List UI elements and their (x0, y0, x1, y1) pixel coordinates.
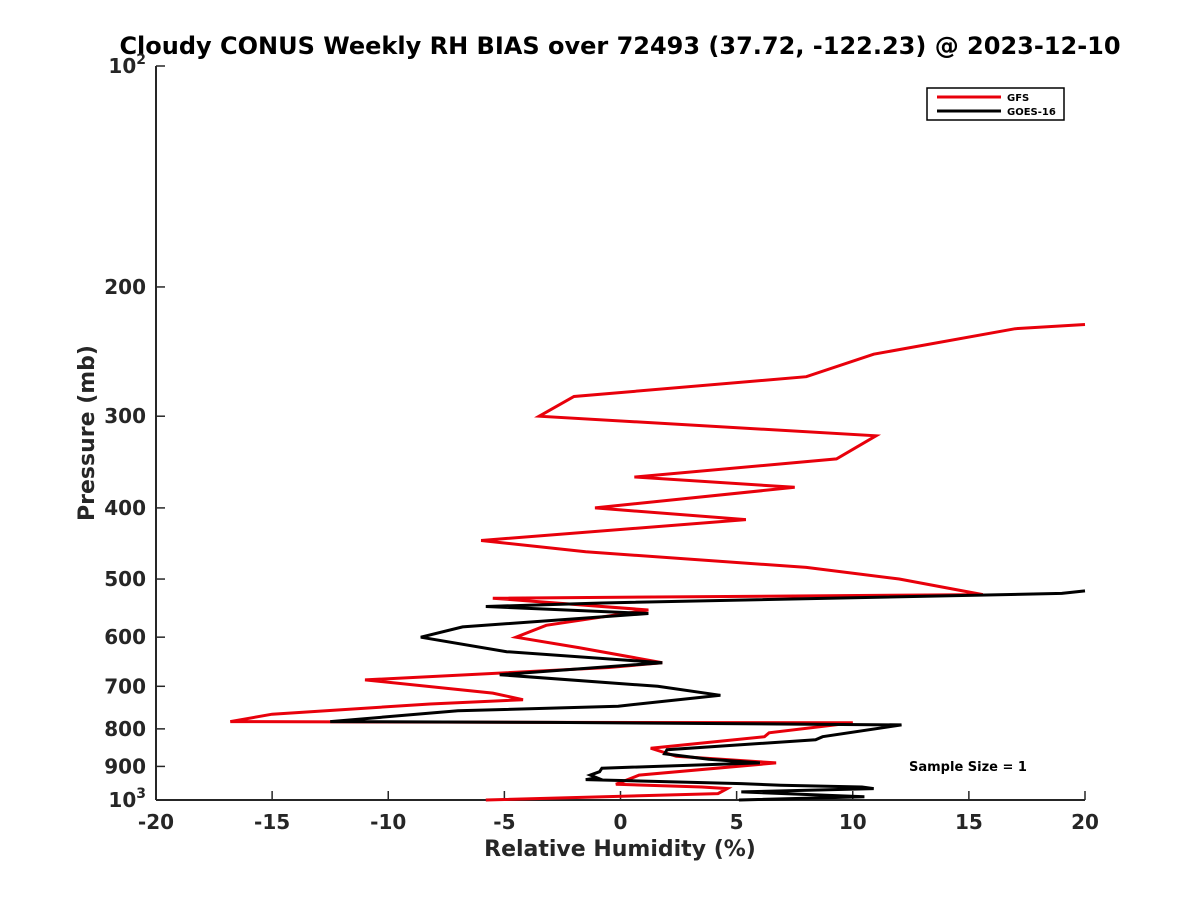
x-axis-label: Relative Humidity (%) (484, 837, 756, 862)
sample-size-annotation: Sample Size = 1 (909, 760, 1027, 775)
x-tick-label: 20 (1071, 810, 1099, 834)
x-tick-label: -15 (254, 810, 290, 834)
y-tick-label: 400 (104, 496, 146, 520)
x-tick-label: 10 (839, 810, 867, 834)
chart-title: Cloudy CONUS Weekly RH BIAS over 72493 (… (119, 32, 1120, 60)
y-tick-label: 800 (104, 717, 146, 741)
x-tick-label: 0 (614, 810, 628, 834)
x-tick-label: -5 (493, 810, 515, 834)
y-tick-label: 700 (104, 674, 146, 698)
legend-label: GOES-16 (1007, 107, 1056, 118)
legend-box (926, 87, 1065, 121)
y-tick-label: 200 (104, 275, 146, 299)
x-tick-label: -10 (370, 810, 406, 834)
series-line-goes-16 (330, 589, 1086, 802)
y-axis-label: Pressure (mb) (75, 345, 100, 521)
x-tick-label: 5 (730, 810, 744, 834)
x-tick-label: -20 (138, 810, 174, 834)
legend-label: GFS (1007, 93, 1029, 104)
x-tick-label: 15 (955, 810, 983, 834)
y-tick-label: 500 (104, 567, 146, 591)
legend: GFS GOES-16 (926, 87, 1065, 121)
y-tick-label: 600 (104, 625, 146, 649)
y-tick-label: 900 (104, 754, 146, 778)
plot-area: -20 -15 -10 -5 0 5 10 15 20102200300400500600700… (104, 52, 1099, 834)
y-tick-label: 300 (104, 404, 146, 428)
